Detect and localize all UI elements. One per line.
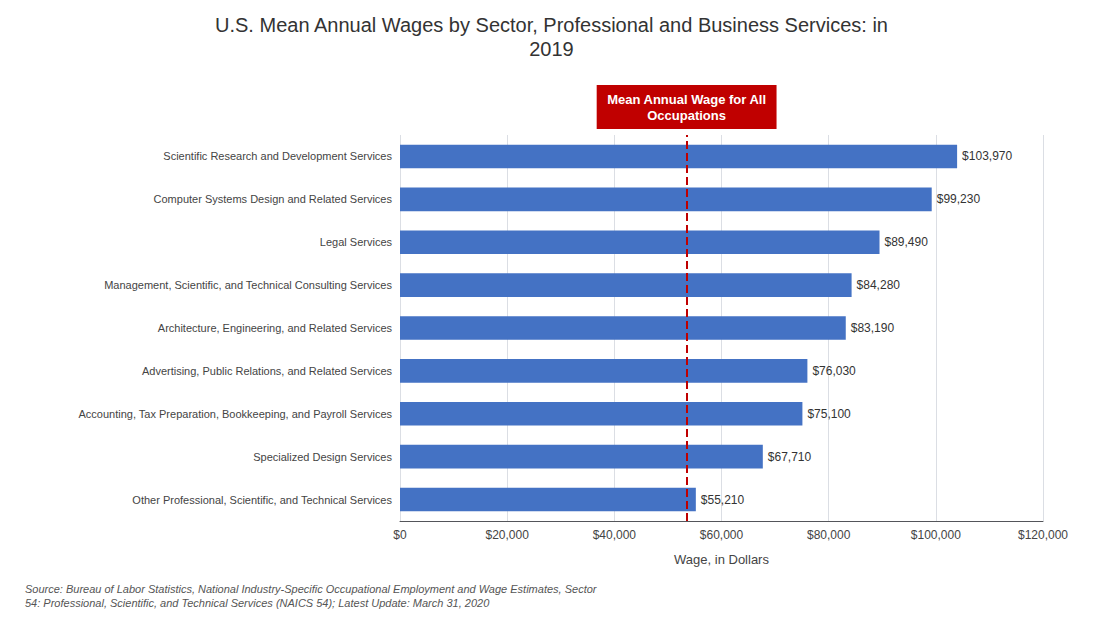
- svg-text:$55,210: $55,210: [701, 493, 745, 507]
- svg-text:$60,000: $60,000: [700, 528, 744, 542]
- svg-text:$0: $0: [393, 528, 407, 542]
- svg-text:54: Professional, Scientific,: 54: Professional, Scientific, and Techni…: [25, 597, 490, 609]
- svg-text:$120,000: $120,000: [1018, 528, 1068, 542]
- svg-text:$103,970: $103,970: [962, 149, 1012, 163]
- svg-text:Other Professional, Scientific: Other Professional, Scientific, and Tech…: [132, 494, 392, 506]
- svg-text:U.S. Mean Annual Wages by Sect: U.S. Mean Annual Wages by Sector, Profes…: [215, 14, 888, 36]
- svg-text:$67,710: $67,710: [768, 450, 812, 464]
- svg-text:$89,490: $89,490: [885, 235, 929, 249]
- svg-text:$76,030: $76,030: [812, 364, 856, 378]
- svg-text:Specialized Design Services: Specialized Design Services: [253, 451, 392, 463]
- svg-text:$99,230: $99,230: [937, 192, 981, 206]
- svg-text:Management, Scientific, and Te: Management, Scientific, and Technical Co…: [104, 279, 392, 291]
- svg-text:$84,280: $84,280: [857, 278, 901, 292]
- svg-text:$75,100: $75,100: [807, 407, 851, 421]
- svg-text:$80,000: $80,000: [807, 528, 851, 542]
- svg-text:$83,190: $83,190: [851, 321, 895, 335]
- svg-text:Legal Services: Legal Services: [320, 236, 393, 248]
- svg-text:Occupations: Occupations: [647, 108, 726, 123]
- svg-text:Advertising, Public Relations,: Advertising, Public Relations, and Relat…: [142, 365, 393, 377]
- svg-text:Scientific Research and Develo: Scientific Research and Development Serv…: [163, 150, 392, 162]
- svg-text:Mean Annual Wage for All: Mean Annual Wage for All: [607, 92, 766, 107]
- svg-text:Architecture, Engineering, and: Architecture, Engineering, and Related S…: [158, 322, 393, 334]
- svg-text:Accounting, Tax Preparation, B: Accounting, Tax Preparation, Bookkeeping…: [79, 408, 393, 420]
- svg-text:Wage, in Dollars: Wage, in Dollars: [674, 552, 769, 567]
- svg-text:2019: 2019: [529, 38, 574, 60]
- svg-text:$100,000: $100,000: [911, 528, 961, 542]
- svg-text:Computer Systems Design and Re: Computer Systems Design and Related Serv…: [154, 193, 393, 205]
- svg-text:$40,000: $40,000: [593, 528, 637, 542]
- svg-text:$20,000: $20,000: [485, 528, 529, 542]
- svg-text:Source: Bureau of Labor Statis: Source: Bureau of Labor Statistics, Nati…: [25, 583, 598, 595]
